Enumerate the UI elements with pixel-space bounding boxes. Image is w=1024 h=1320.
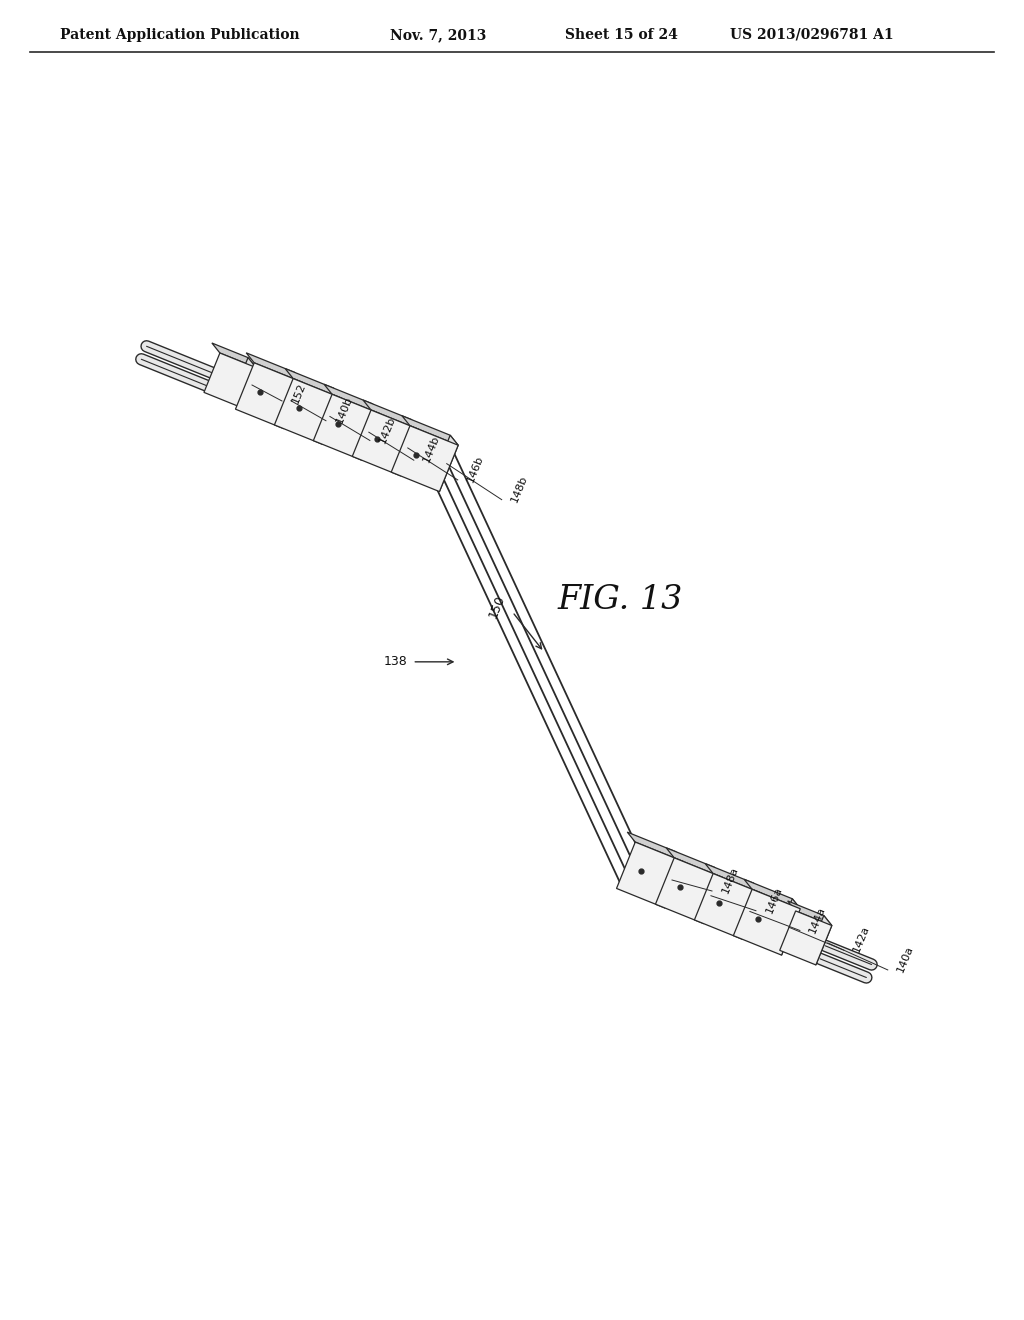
Polygon shape <box>212 343 256 367</box>
Polygon shape <box>232 358 256 407</box>
Polygon shape <box>616 842 683 908</box>
Polygon shape <box>695 867 722 924</box>
Polygon shape <box>667 847 722 878</box>
Polygon shape <box>694 874 762 940</box>
Polygon shape <box>314 388 341 445</box>
Polygon shape <box>353 404 380 461</box>
Polygon shape <box>734 883 762 940</box>
Text: 142a: 142a <box>852 924 871 954</box>
Text: 146b: 146b <box>466 454 485 484</box>
Polygon shape <box>779 911 831 965</box>
Polygon shape <box>246 352 302 383</box>
Text: 144a: 144a <box>808 904 827 935</box>
Text: 146a: 146a <box>764 884 783 915</box>
Polygon shape <box>431 436 458 491</box>
Polygon shape <box>313 395 380 461</box>
Polygon shape <box>364 400 419 429</box>
Polygon shape <box>655 858 722 924</box>
Polygon shape <box>236 363 302 429</box>
Text: Patent Application Publication: Patent Application Publication <box>60 28 300 42</box>
Polygon shape <box>391 426 458 491</box>
Polygon shape <box>352 411 419 475</box>
Text: Nov. 7, 2013: Nov. 7, 2013 <box>390 28 486 42</box>
Polygon shape <box>744 879 801 908</box>
Polygon shape <box>787 902 831 925</box>
Text: 150: 150 <box>486 593 508 620</box>
Text: 148b: 148b <box>510 474 529 504</box>
Polygon shape <box>402 416 458 445</box>
Polygon shape <box>628 832 683 862</box>
Polygon shape <box>656 851 683 908</box>
Text: 142b: 142b <box>378 414 397 445</box>
Polygon shape <box>773 899 801 956</box>
Polygon shape <box>275 372 302 429</box>
Text: FIG. 13: FIG. 13 <box>557 583 683 616</box>
Text: 140a: 140a <box>896 944 915 974</box>
Polygon shape <box>274 379 341 445</box>
Polygon shape <box>808 916 831 965</box>
Polygon shape <box>733 890 801 956</box>
Polygon shape <box>392 420 419 475</box>
Text: US 2013/0296781 A1: US 2013/0296781 A1 <box>730 28 894 42</box>
Text: Sheet 15 of 24: Sheet 15 of 24 <box>565 28 678 42</box>
Polygon shape <box>324 384 380 413</box>
Polygon shape <box>285 368 341 399</box>
Text: 144b: 144b <box>422 434 441 465</box>
Text: 152: 152 <box>290 381 307 405</box>
Text: 148a: 148a <box>720 865 739 895</box>
Text: 140b: 140b <box>334 395 353 425</box>
Text: 138: 138 <box>384 655 408 668</box>
Polygon shape <box>706 863 762 894</box>
Polygon shape <box>204 352 256 407</box>
